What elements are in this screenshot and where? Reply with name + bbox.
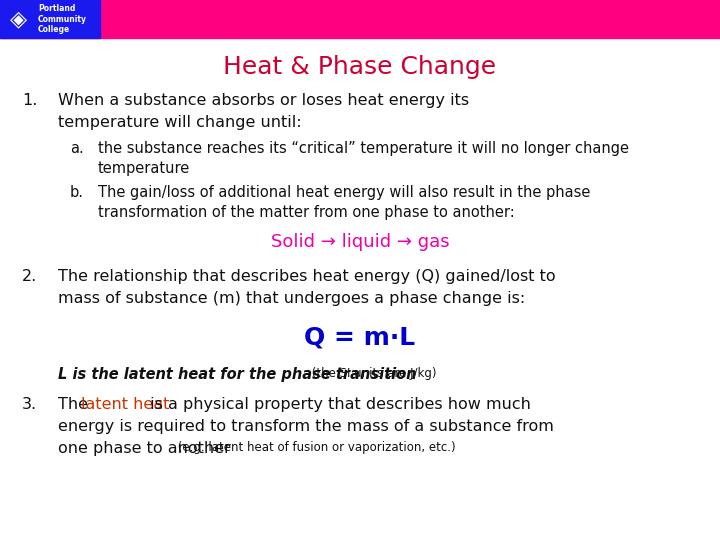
Text: Heat & Phase Change: Heat & Phase Change [223,55,497,79]
Text: one phase to another: one phase to another [58,441,230,456]
Text: L is the latent heat for the phase transition: L is the latent heat for the phase trans… [58,367,416,382]
Text: 1.: 1. [22,93,37,108]
Text: The gain/loss of additional heat energy will also result in the phase: The gain/loss of additional heat energy … [98,185,590,200]
Text: ◈: ◈ [10,9,27,29]
Text: is a physical property that describes how much: is a physical property that describes ho… [145,397,531,412]
Text: temperature: temperature [98,161,190,176]
Text: the substance reaches its “critical” temperature it will no longer change: the substance reaches its “critical” tem… [98,141,629,156]
Text: transformation of the matter from one phase to another:: transformation of the matter from one ph… [98,205,515,220]
Text: (e.g. latent heat of fusion or vaporization, etc.): (e.g. latent heat of fusion or vaporizat… [174,441,456,454]
Bar [0,0,720,38]
Text: a.: a. [70,141,84,156]
Text: b.: b. [70,185,84,200]
Text: energy is required to transform the mass of a substance from: energy is required to transform the mass… [58,419,554,434]
Text: The: The [58,397,93,412]
Text: (the SI units are J/kg): (the SI units are J/kg) [307,367,436,380]
Text: The relationship that describes heat energy (Q) gained/lost to: The relationship that describes heat ene… [58,269,556,284]
Text: 3.: 3. [22,397,37,412]
Text: mass of substance (m) that undergoes a phase change is:: mass of substance (m) that undergoes a p… [58,291,526,306]
Text: Portland
Community
College: Portland Community College [38,4,87,34]
Text: temperature will change until:: temperature will change until: [58,115,302,130]
Text: When a substance absorbs or loses heat energy its: When a substance absorbs or loses heat e… [58,93,469,108]
Text: Q = m·L: Q = m·L [305,325,415,349]
Text: Solid → liquid → gas: Solid → liquid → gas [271,233,449,251]
Text: latent heat: latent heat [81,397,170,412]
Text: 2.: 2. [22,269,37,284]
Bar [0,0,100,38]
